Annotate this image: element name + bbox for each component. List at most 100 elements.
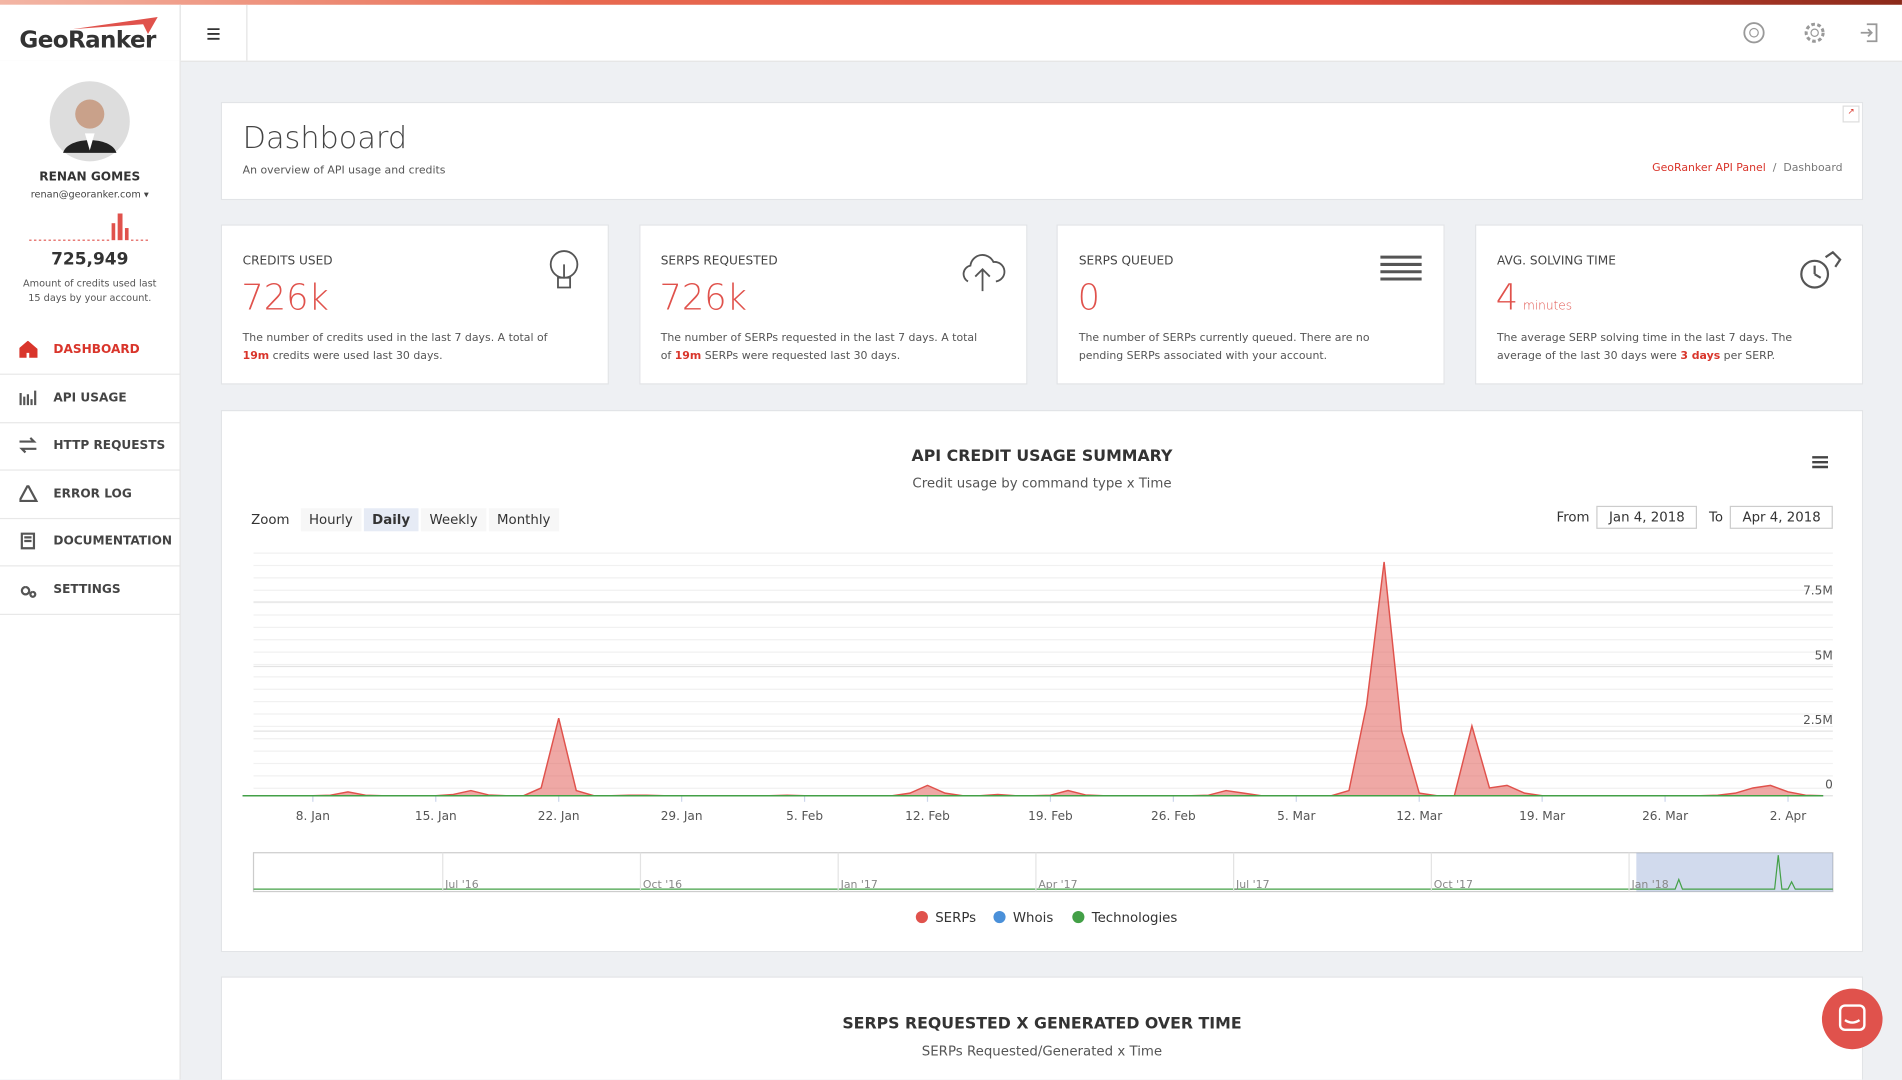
card-desc-end: credits were used last 30 days. <box>269 350 443 363</box>
chart-subtitle: Credit usage by command type x Time <box>912 475 1172 492</box>
series-line <box>242 561 1824 797</box>
brand: GeoRanker <box>0 4 181 61</box>
help-icon[interactable] <box>1743 22 1765 44</box>
card-icon <box>549 250 579 289</box>
card-desc: The number of SERPs currently queued. Th… <box>1078 332 1370 363</box>
card-text: The number of SERPs currently queued. Th… <box>1079 330 1407 366</box>
stat-card: SERPS QUEUED 0 The number of SERPs current… <box>1056 224 1446 385</box>
nav-label: ERROR LOG <box>53 487 132 501</box>
top-strip <box>0 0 1902 5</box>
user-name: RENAN GOMES <box>39 171 141 185</box>
card-number: 726k <box>659 276 748 318</box>
chart: 0 2.5M 5M 7.5M 8. Jan 15. Jan 22. Jan 29. Jan 5.… <box>242 552 1834 926</box>
zoom-button[interactable]: Hourly <box>300 508 362 532</box>
x-tick-label: 2. Apr <box>1770 809 1806 823</box>
chart2-subtitle: SERPs Requested/Generated x Time <box>921 1043 1163 1059</box>
card-icon <box>1380 255 1423 281</box>
user-email[interactable]: renan@georanker.com ▾ <box>30 189 149 201</box>
nav-item[interactable]: HTTP REQUESTS <box>0 422 180 471</box>
nav-label: SETTINGS <box>53 582 121 597</box>
sidebar: RENAN GOMES renan@georanker.com ▾ 725,94… <box>0 60 181 1080</box>
card-label: SERPS REQUESTED <box>660 254 778 269</box>
series-area <box>242 561 1824 796</box>
nav-item[interactable]: ERROR LOG <box>0 470 180 519</box>
nav-item[interactable]: DOCUMENTATION <box>0 518 180 567</box>
brand-name: GeoRanker <box>19 26 156 54</box>
zoom-button[interactable]: Weekly <box>420 508 487 532</box>
nav-label: HTTP REQUESTS <box>53 439 166 453</box>
page-subtitle: An overview of API usage and credits <box>242 164 446 178</box>
legend-label: SERPs <box>935 911 976 926</box>
card-value: 726k <box>659 277 747 318</box>
card-label: CREDITS USED <box>242 254 333 269</box>
legend-label: Whois <box>1013 911 1053 926</box>
card-text: The number of SERPs requested in the las… <box>661 330 989 366</box>
x-tick-label: 19. Mar <box>1519 809 1565 823</box>
card-desc: The number of credits used in the last 7… <box>242 332 548 345</box>
page-title: Dashboard <box>242 120 408 156</box>
card-icon <box>962 254 1005 292</box>
chart2-panel: SERPS REQUESTED X GENERATED OVER TIME SE… <box>220 976 1864 1080</box>
x-tick-label: 5. Mar <box>1277 809 1315 823</box>
logo-mark <box>72 16 158 34</box>
avatar <box>49 81 130 162</box>
nav-item[interactable]: DASHBOARD <box>0 326 180 375</box>
x-tick-label: 26. Mar <box>1642 809 1688 823</box>
x-tick-label: 8. Jan <box>296 809 330 823</box>
zoom-bar: Zoom Hourly Daily Weekly Monthly <box>251 506 561 532</box>
nav-label: DASHBOARD <box>53 343 140 357</box>
nav-icon <box>20 585 37 598</box>
card-desc-end: per SERP. <box>1720 350 1776 363</box>
card-highlight: 19m <box>242 350 270 363</box>
card-number: 4 <box>1495 276 1519 318</box>
top-icons <box>1743 22 1878 44</box>
chat-button[interactable] <box>1821 988 1883 1050</box>
menu-toggle[interactable] <box>179 4 248 61</box>
credit-sparkline <box>29 213 151 241</box>
navigator <box>252 852 1834 893</box>
pin[interactable]: ↗ <box>1842 105 1860 123</box>
nav-label: API USAGE <box>53 391 127 405</box>
card-value: 0 <box>1078 277 1100 318</box>
card-number: 726k <box>241 276 329 318</box>
navigator-label: Jan '17 <box>840 878 878 891</box>
chart-menu[interactable] <box>1811 455 1830 472</box>
breadcrumb-current: Dashboard <box>1783 162 1843 175</box>
stat-card: CREDITS USED 726k The number of credits us… <box>220 224 609 385</box>
page-header: Dashboard An overview of API usage and c… <box>220 101 1864 201</box>
nav-item[interactable]: API USAGE <box>0 374 180 423</box>
legend-marker <box>915 910 928 924</box>
chart-panel: API CREDIT USAGE SUMMARY Credit usage by… <box>220 409 1864 953</box>
menu-icon <box>207 28 220 40</box>
card-icon <box>1800 250 1842 289</box>
card-label: AVG. SOLVING TIME <box>1496 254 1616 269</box>
from-input[interactable]: Jan 4, 2018 <box>1596 505 1697 529</box>
nav-item[interactable]: SETTINGS <box>0 566 180 615</box>
legend-marker <box>1072 910 1085 924</box>
stat-card: SERPS REQUESTED 726k The number of SERPs r… <box>638 224 1028 385</box>
nav-icon <box>19 437 37 454</box>
credits-total: 725,949 <box>51 249 129 270</box>
card-text: The average SERP solving time in the las… <box>1497 330 1825 366</box>
card-value: 726k <box>241 277 329 318</box>
stat-card: AVG. SOLVING TIME 4 minutes The average SER… <box>1475 224 1864 385</box>
to-input[interactable]: Apr 4, 2018 <box>1730 505 1833 529</box>
zoom-label: Zoom <box>251 511 290 528</box>
zoom-button[interactable]: Daily <box>363 508 419 532</box>
logout-icon[interactable] <box>1860 23 1878 43</box>
navigator-label: Jul '17 <box>1235 878 1270 891</box>
y-tick-label: 7.5M <box>1803 584 1833 598</box>
settings-icon[interactable] <box>1804 22 1825 43</box>
breadcrumb-link[interactable]: GeoRanker API Panel <box>1652 162 1766 175</box>
card-number: 0 <box>1077 276 1101 318</box>
navigator-label: Jan '18 <box>1630 878 1668 891</box>
chart2-title: SERPS REQUESTED X GENERATED OVER TIME <box>842 1015 1242 1034</box>
card-unit: minutes <box>1522 299 1573 313</box>
chart-title: API CREDIT USAGE SUMMARY <box>911 447 1173 466</box>
zoom-button[interactable]: Monthly <box>488 508 559 532</box>
x-tick-label: 22. Jan <box>538 809 580 823</box>
card-value: 4 minutes <box>1496 277 1572 318</box>
nav-icon <box>20 532 36 550</box>
navigator-label: Jul '16 <box>444 878 479 891</box>
